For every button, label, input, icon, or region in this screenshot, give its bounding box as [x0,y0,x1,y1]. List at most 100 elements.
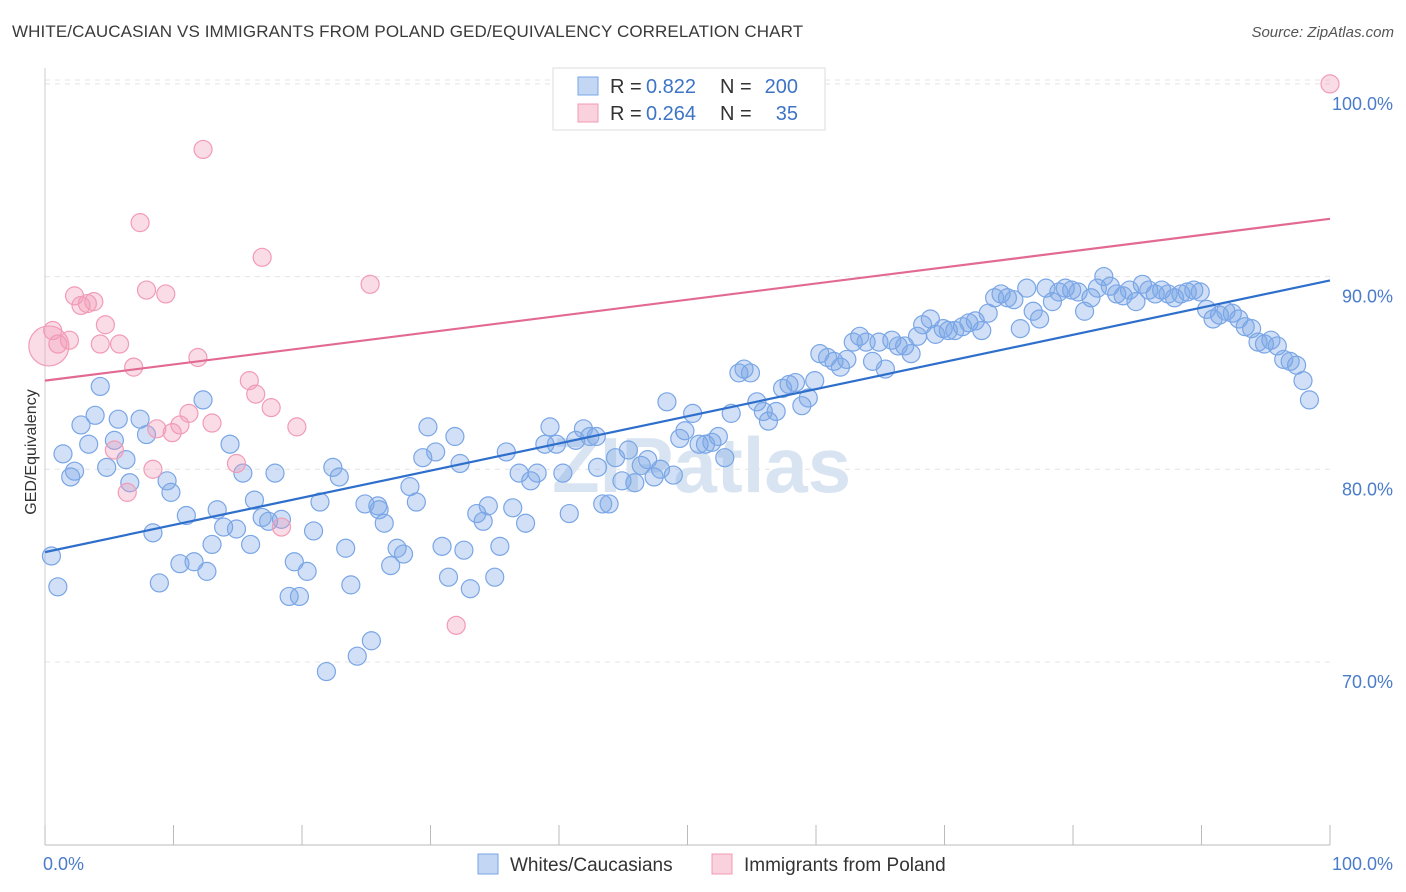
whites-point [1023,301,1043,321]
whites-point [938,320,958,341]
y-axis-label: GED/Equivalency [23,389,40,514]
poland-point [287,417,307,437]
whites-point [104,430,124,450]
whites-point [657,392,677,412]
whites-point [265,463,285,483]
whites-point [901,344,921,364]
whites-point [587,457,608,477]
whites-point [303,521,324,541]
whites-point [90,376,110,397]
whites-point [220,434,240,454]
whites-point [432,536,452,556]
poland-point [162,423,182,443]
whites-point [244,490,265,510]
whites-point [478,496,498,516]
whites-point [460,579,480,599]
whites-point [521,471,541,491]
whites-point [1293,371,1313,391]
whites-point [323,457,343,477]
whites-point [79,434,99,454]
whites-point [540,417,560,437]
whites-point [1004,290,1024,310]
whites-point [798,388,818,408]
poland-point [188,347,208,368]
whites-point [675,421,695,441]
whites-point [97,457,117,477]
whites-point [467,503,487,524]
tick-labels: 70.0% 80.0% 90.0% 100.0% 0.0% 100.0% GED/Equiv… [23,94,1393,874]
whites-point [454,540,474,560]
poland-point [271,517,292,537]
whites-point [426,442,446,462]
whites-point [226,519,247,539]
whites-point [490,536,510,556]
whites-point [438,567,459,587]
whites-point [785,372,806,393]
whites-point [527,463,547,483]
poland-point [84,292,104,312]
legend-r-label: R = [610,76,642,98]
poland-point [48,334,68,354]
whites-point [241,534,261,555]
whites-point [381,556,401,576]
whites-point [289,586,310,607]
whites-point [71,415,91,435]
whites-point [48,577,68,597]
whites-point [176,505,196,526]
whites-point [913,315,933,335]
whites-point [599,494,619,514]
whites-point [393,544,414,564]
whites-point [329,467,349,487]
poland-point [193,139,213,160]
grid-lines [45,79,1330,663]
whites-point [161,482,181,502]
poland-point [1320,74,1340,94]
whites-point [284,552,304,572]
whites-point [193,390,213,410]
whites-point [157,471,177,491]
whites-point [766,401,786,422]
whites-point [1299,390,1320,410]
poland-point [360,274,380,294]
whites-point [553,463,573,483]
whites-point [740,363,761,383]
whites-point [644,467,664,487]
whites-point [279,586,299,607]
whites-point [618,440,638,460]
legend-n-label: N = [720,103,752,125]
whites-point [729,363,749,383]
y-tick-label: 80.0% [1342,479,1393,499]
whites-point [361,631,381,651]
poland-point [147,419,167,439]
poland-trend-line [44,217,1331,382]
legend-r-value: 0.822 [646,76,696,98]
trend-lines [44,217,1331,554]
whites-point [485,567,505,587]
legend-n-label: N = [720,76,752,98]
whites-point [792,396,812,416]
poland-point [202,413,222,433]
whites-point [758,411,779,431]
whites-point [316,661,337,682]
whites-trend-line [44,279,1331,554]
legend-n-value: 35 [776,103,798,125]
whites-point [347,646,367,666]
legend-swatch [577,103,599,123]
whites-point [1100,276,1120,296]
poland-point [109,334,130,354]
whites-point [920,309,940,329]
whites-point [625,473,645,493]
poland-point [104,440,124,460]
whites-point [503,498,523,518]
poland-point [261,398,281,418]
whites-point [638,450,658,470]
poland-point [124,357,144,377]
whites-point [830,357,851,377]
legend-swatch [477,853,499,875]
whites-point [108,409,128,429]
whites-point [53,444,73,464]
y-tick-label: 90.0% [1342,287,1393,307]
whites-point [64,461,85,481]
whites-point [341,575,361,595]
